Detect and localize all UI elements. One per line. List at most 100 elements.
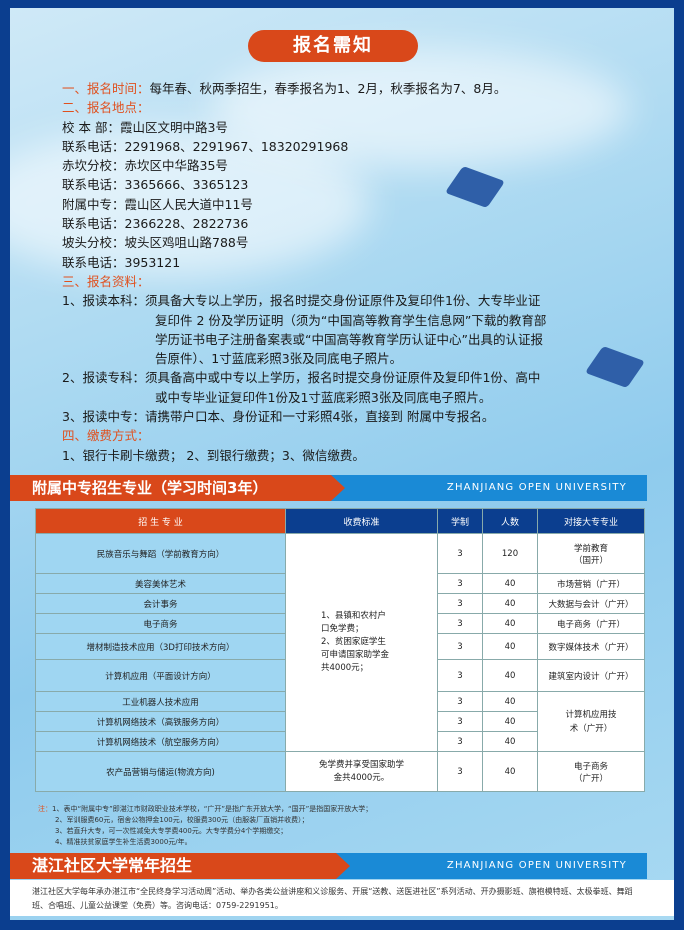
major-cell: 民族音乐与舞蹈（学前教育方向） [35,533,286,574]
col-header: 招 生 专 业 [35,508,286,534]
material-line: 学历证书电子注册备案表或“中国高等教育学历认证中心”出具的认证报 [155,331,543,347]
info-text: 联系电话：3365666、3365123 [62,177,249,193]
info-line: 校 本 部：霞山区文明中路3号 [62,118,546,137]
fee-line: 1、县镇和农村户 [321,611,386,621]
major-cell: 农产品营销与储运(物流方向) [35,751,286,792]
note-line: 2、军训服费60元，宿舍公物押金100元，校服费300元（由服装厂直销并收费）； [38,815,372,826]
info-label: 一、报名时间： [62,81,150,96]
notes: 注：1、表中“附属中专”即湛江市财政职业技术学校，“广开”是指广东开放大学，“国… [38,804,372,848]
payment-label-line: 四、缴费方式： [62,426,546,445]
banner-title: 湛江社区大学常年招生 [10,853,350,879]
graduation-cap-icon [584,345,646,389]
target-cell: 市场营销（广开） [537,573,645,594]
note-line: 4、精准扶贫家庭学生补生活费3000元/年。 [38,837,372,848]
info-line: 三、报名资料： [62,272,546,291]
footer-text: 湛江社区大学每年承办湛江市“全民终身学习活动周”活动、举办各类公益讲座和义诊服务… [10,880,674,916]
major-cell: 会计事务 [35,593,286,614]
fee-line: 2、贫困家庭学生 [321,637,386,647]
count-cell: 40 [482,659,538,692]
material-line: 2、报读专科：须具备高中或中专以上学历，报名时提交身份证原件及复印件1份、高中 [62,370,541,386]
info-label: 三、报名资料： [62,273,150,289]
table-row: 工业机器人技术应用 3 40 计算机应用技术（广开） [35,691,645,752]
count-cell: 40 [482,613,538,634]
note-text: 1、表中“附属中专”即湛江市财政职业技术学校，“广开”是指广东开放大学，“国开”… [52,805,373,813]
info-label: 二、报名地点： [62,100,150,116]
fee-line: 共4000元； [321,663,369,673]
info-line: 赤坎分校：赤坎区中华路35号 [62,156,546,175]
major-cell: 计算机网络技术（航空服务方向） [35,731,286,752]
info-line: 坡头分校：坡头区鸡咀山路788号 [62,233,546,252]
col-header: 对接大专专业 [537,508,645,534]
target-cell: 建筑室内设计（广开） [537,659,645,692]
fee-cell: 1、县镇和农村户 口免学费； 2、贫困家庭学生 可申请国家助学金 共4000元； [285,533,438,752]
count-cell: 120 [482,533,538,574]
material-line: 3、报读中专：请携带户口本、身份证和一寸彩照4张，直接到 附属中专报名。 [62,409,495,425]
page-title: 报名需知 [248,30,418,62]
table-row: 农产品营销与储运(物流方向) 免学费并享受国家助学金共4000元。 3 40 电子商务（… [35,751,645,792]
years-cell: 3 [437,633,483,660]
info-text: 联系电话：2366228、2822736 [62,216,249,232]
years-cell: 3 [437,711,483,732]
count-cell: 40 [482,731,538,752]
table-row: 计算机网络技术（高铁服务方向） 3 40 [35,711,645,732]
info-text: 联系电话：3953121 [62,254,181,270]
target-cell: 大数据与会计（广开） [537,593,645,614]
fee-line: 口免学费； [321,624,364,634]
target-cell: 数字媒体技术（广开） [537,633,645,660]
table-row: 增材制造技术应用（3D打印技术方向） 3 40 数字媒体技术（广开） [35,633,645,660]
info-section: 一、报名时间：每年春、秋两季招生，春季报名为1、2月，秋季报名为7、8月。 二、报… [62,79,546,465]
info-line: 联系电话：3953121 [62,253,546,272]
years-cell: 3 [437,751,483,792]
payment-text: 1、银行卡刷卡缴费； 2、到银行缴费；3、微信缴费。 [62,447,365,463]
years-cell: 3 [437,691,483,712]
years-cell: 3 [437,573,483,594]
notes-label: 注： [38,805,52,813]
fee-line: 可申请国家助学金 [321,650,390,660]
info-text: 附属中专：霞山区人民大道中11号 [62,196,253,212]
banner-english: ZHANJIANG OPEN UNIVERSITY [446,860,627,871]
info-line: 附属中专：霞山区人民大道中11号 [62,195,546,214]
section-banner-community-college: 湛江社区大学常年招生 ZHANJIANG OPEN UNIVERSITY [10,853,647,879]
note-text: 2、军训服费60元，宿舍公物押金100元，校服费300元（由服装厂直销并收费）； [55,816,309,824]
count-cell: 40 [482,573,538,594]
info-line: 联系电话：2366228、2822736 [62,214,546,233]
major-cell: 工业机器人技术应用 [35,691,286,712]
major-cell: 计算机应用（平面设计方向） [35,659,286,692]
banner-english: ZHANJIANG OPEN UNIVERSITY [446,482,627,493]
material-line: 或中专毕业证复印件1份及1寸蓝底彩照3张及同底电子照片。 [155,389,492,405]
note-line: 3、若直升大专，可一次性减免大专学费400元。大专学费分4个学期缴交； [38,826,372,837]
table-row: 电子商务 3 40 电子商务（广开） [35,613,645,634]
target-cell: 学前教育（国开） [537,533,645,574]
count-cell: 40 [482,751,538,792]
info-text: 校 本 部：霞山区文明中路3号 [62,119,228,135]
info-text: 赤坎分校：赤坎区中华路35号 [62,158,228,174]
table-row: 民族音乐与舞蹈（学前教育方向） 1、县镇和农村户 口免学费； 2、贫困家庭学生 可申请国… [35,533,645,752]
banner-title: 附属中专招生专业（学习时间3年） [10,475,345,501]
note-line: 注：1、表中“附属中专”即湛江市财政职业技术学校，“广开”是指广东开放大学，“国… [38,804,372,815]
material-line: 复印件 2 份及学历证明（须为“中国高等教育学生信息网”下载的教育部 [155,312,547,328]
payment-label: 四、缴费方式： [62,428,150,444]
col-header: 学制 [437,508,483,534]
major-cell: 计算机网络技术（高铁服务方向） [35,711,286,732]
table-row: 计算机应用（平面设计方向） 3 40 建筑室内设计（广开） [35,659,645,692]
note-text: 4、精准扶贫家庭学生补生活费3000元/年。 [55,838,192,846]
major-cell: 增材制造技术应用（3D打印技术方向） [35,633,286,660]
major-cell: 美容美体艺术 [35,573,286,594]
note-text: 3、若直升大专，可一次性减免大专学费400元。大专学费分4个学期缴交； [55,827,288,835]
count-cell: 40 [482,691,538,712]
info-text: 坡头分校：坡头区鸡咀山路788号 [62,235,249,251]
col-header: 收费标准 [285,508,438,534]
majors-table: 招 生 专 业 收费标准 学制 人数 对接大专专业 民族音乐与舞蹈（学前教育方向… [35,508,645,792]
years-cell: 3 [437,593,483,614]
material-line: 告原件）、1寸蓝底彩照3张及同底电子照片。 [155,351,403,367]
count-cell: 40 [482,633,538,660]
col-header: 人数 [482,508,538,534]
years-cell: 3 [437,533,483,574]
count-cell: 40 [482,711,538,732]
years-cell: 3 [437,731,483,752]
count-cell: 40 [482,593,538,614]
target-cell: 电子商务（广开） [537,613,645,634]
info-text: 联系电话：2291968、2291967、18320291968 [62,138,349,154]
info-line: 二、报名地点： [62,98,546,117]
major-cell: 电子商务 [35,613,286,634]
